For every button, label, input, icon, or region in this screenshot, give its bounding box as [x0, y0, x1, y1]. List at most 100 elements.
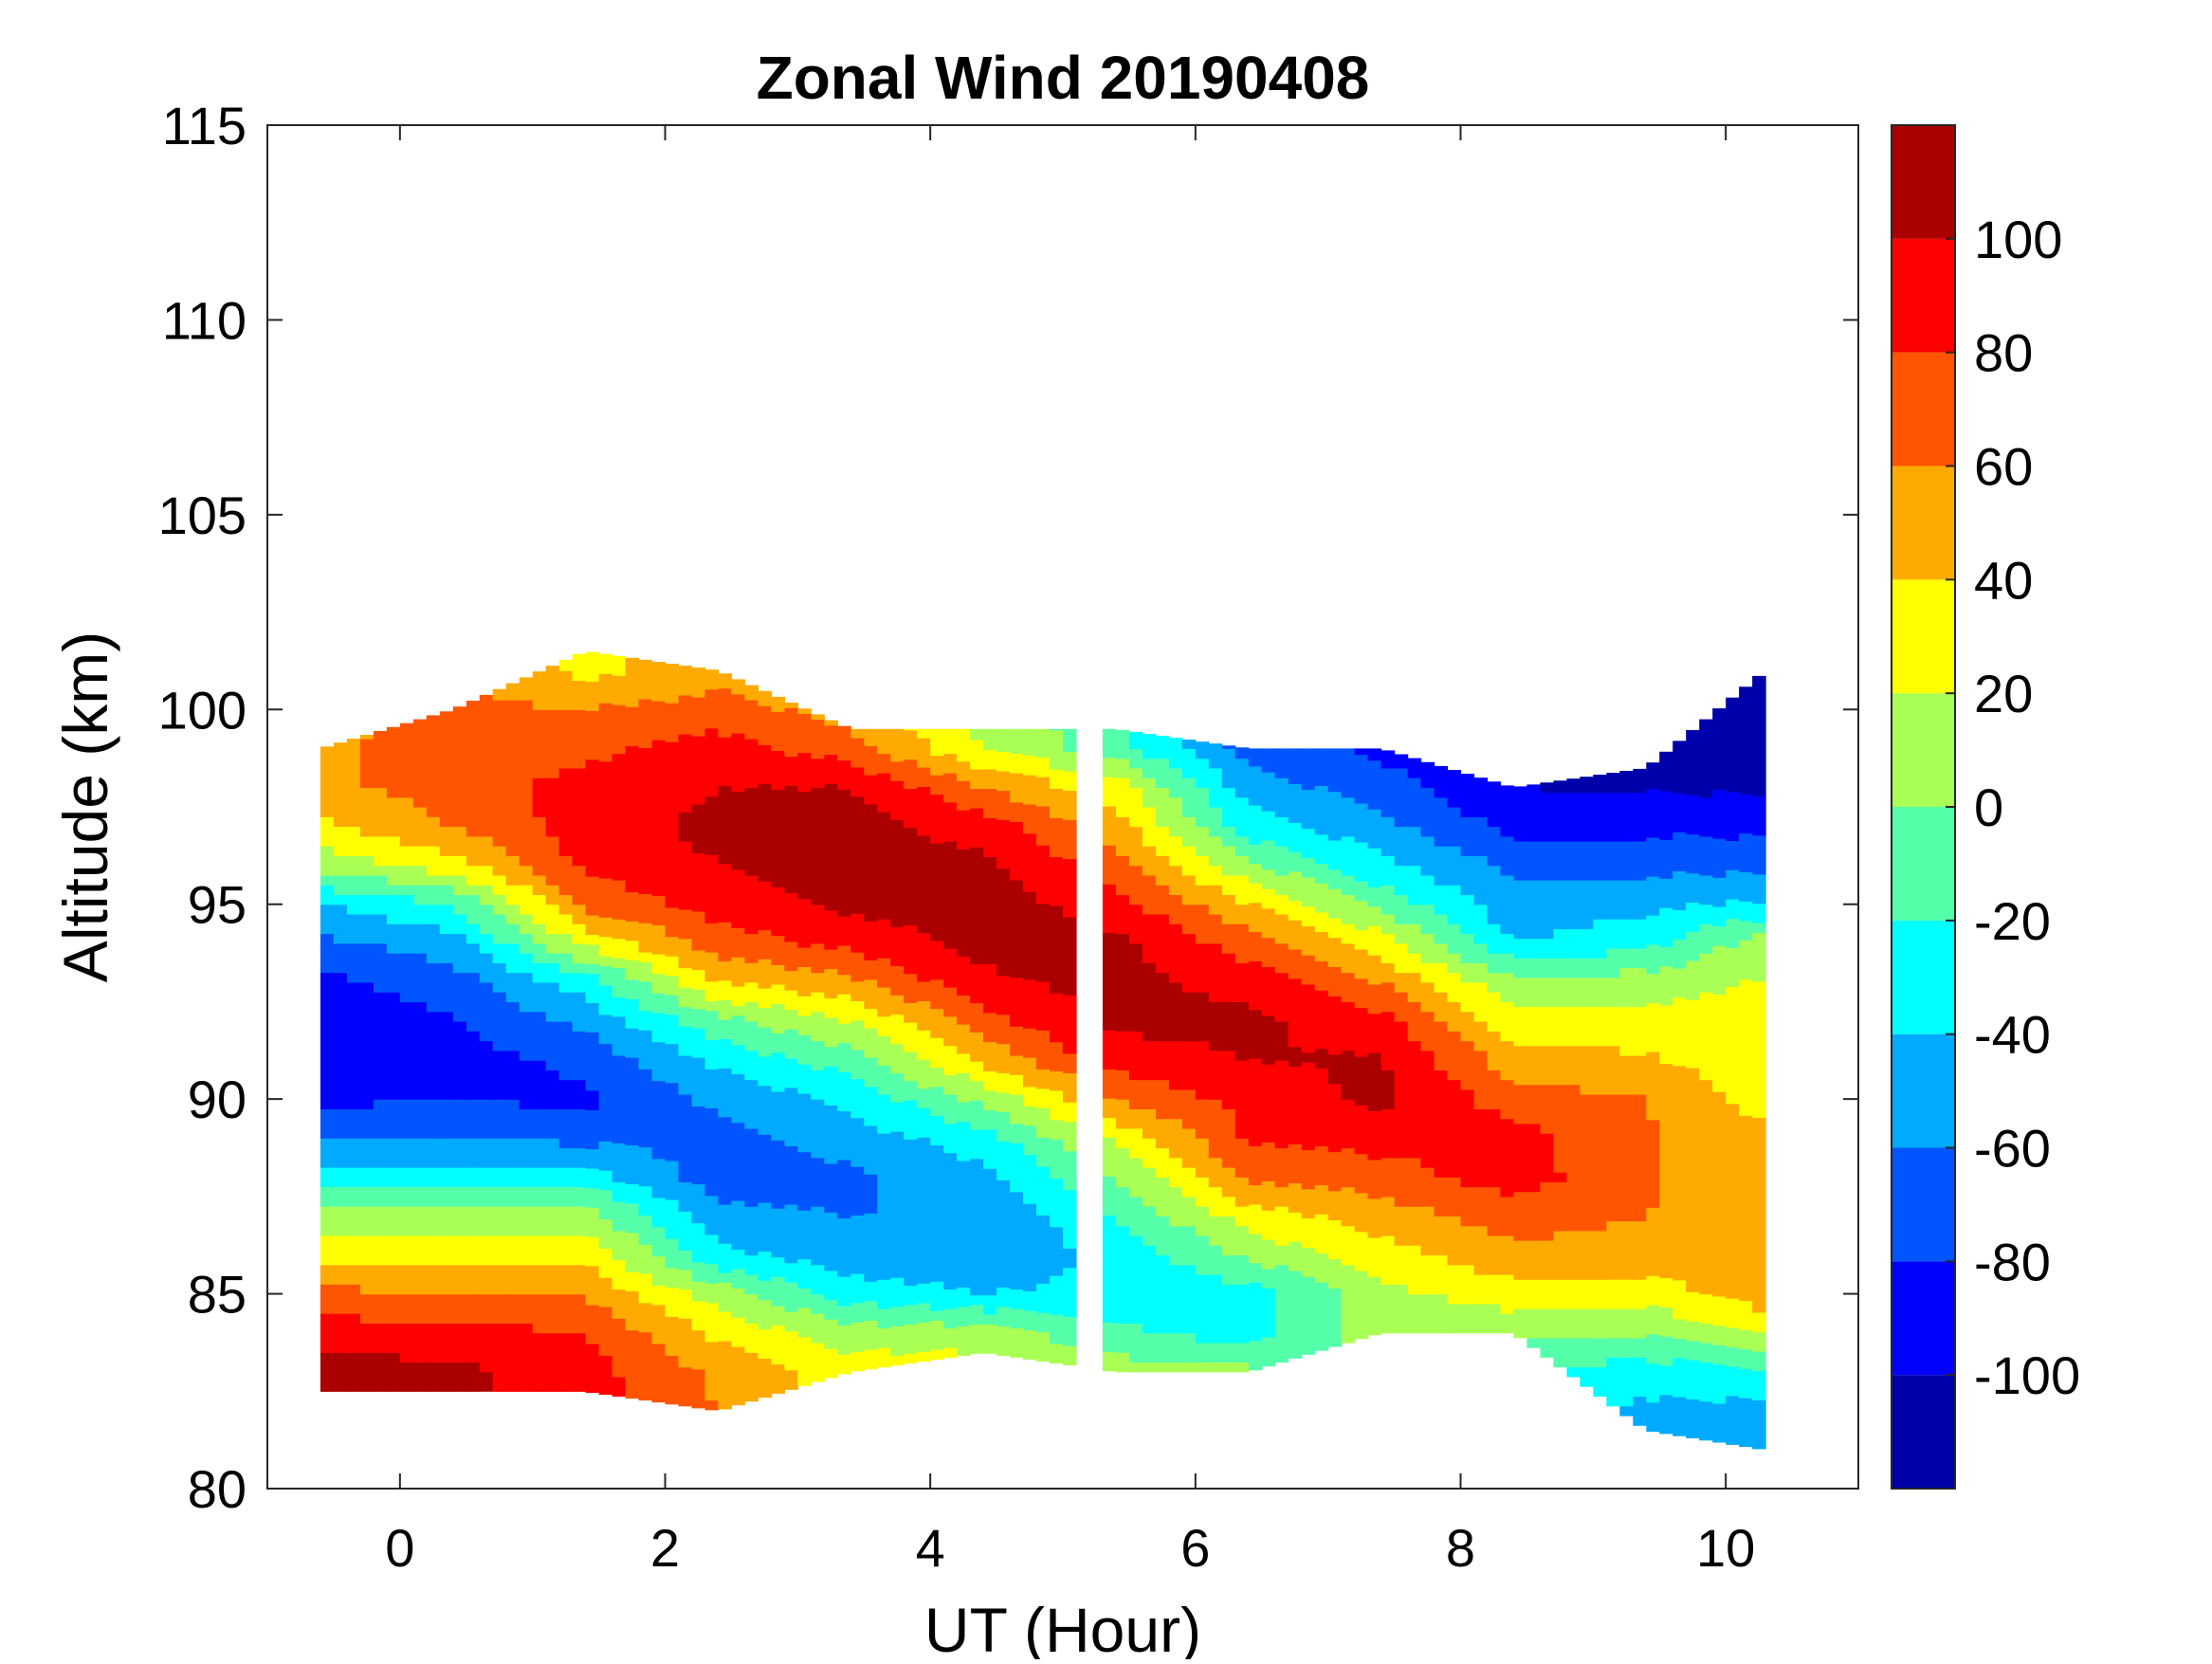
contour-cell — [1221, 894, 1236, 924]
contour-cell — [572, 1293, 587, 1334]
contour-cell — [811, 1342, 825, 1382]
contour-cell — [1274, 1021, 1289, 1061]
contour-cell — [824, 1270, 838, 1301]
contour-cell — [718, 960, 732, 981]
contour-cell — [1181, 992, 1197, 1042]
contour-cell — [545, 666, 560, 710]
contour-cell — [1394, 992, 1409, 1022]
contour-cell — [625, 1144, 640, 1185]
contour-cell — [1142, 1138, 1157, 1168]
contour-cell — [1155, 758, 1170, 788]
contour-cell — [1394, 865, 1409, 895]
contour-cell — [1367, 955, 1382, 985]
contour-cell — [505, 1001, 521, 1051]
contour-cell — [545, 933, 560, 954]
contour-cell — [665, 703, 680, 742]
contour-cell — [850, 1019, 865, 1051]
contour-cell — [1301, 748, 1316, 791]
contour-cell — [532, 1108, 547, 1139]
contour-cell — [1314, 883, 1329, 913]
contour-cell — [1128, 1196, 1143, 1236]
contour-cell — [665, 995, 680, 1015]
contour-cell — [1168, 981, 1183, 1042]
contour-cell — [1128, 904, 1143, 944]
contour-cell — [1553, 1279, 1567, 1309]
contour-cell — [1513, 840, 1527, 881]
contour-cell — [625, 1232, 640, 1272]
contour-cell — [1752, 1370, 1766, 1400]
contour-cell — [1248, 1058, 1263, 1146]
contour-cell — [1155, 855, 1170, 886]
contour-cell — [1010, 801, 1024, 822]
contour-cell — [665, 1287, 680, 1317]
contour-cell — [718, 979, 732, 1000]
contour-cell — [744, 1323, 759, 1353]
contour-cell — [996, 1306, 1011, 1326]
contour-cell — [784, 756, 798, 786]
contour-cell — [1487, 1274, 1502, 1305]
contour-cell — [1633, 1220, 1647, 1280]
contour-cell — [1394, 923, 1409, 944]
contour-cell — [545, 885, 560, 905]
colorbar-tick-label: 100 — [1974, 210, 2062, 269]
contour-cell — [758, 744, 772, 784]
contour-cell — [1168, 1118, 1183, 1159]
contour-cell — [1354, 978, 1369, 1009]
contour-cell — [1407, 1040, 1422, 1159]
contour-cell — [1606, 1279, 1620, 1309]
contour-cell — [1633, 1006, 1647, 1056]
contour-cell — [439, 855, 454, 876]
contour-cell — [558, 1021, 574, 1081]
contour-cell — [917, 1107, 931, 1138]
contour-cell — [704, 1010, 720, 1041]
contour-cell — [784, 970, 798, 991]
contour-cell — [598, 1248, 613, 1278]
contour-cell — [399, 1323, 414, 1363]
contour-cell — [333, 942, 348, 974]
contour-cell — [731, 957, 745, 987]
contour-cell — [492, 1050, 507, 1100]
contour-cell — [651, 973, 667, 994]
contour-cell — [1354, 1192, 1369, 1233]
contour-cell — [850, 952, 865, 982]
contour-cell — [1553, 1172, 1567, 1183]
contour-cell — [1115, 1323, 1130, 1353]
contour-cell — [1341, 1147, 1356, 1188]
contour-cell — [1050, 728, 1064, 731]
contour-cell — [439, 711, 454, 828]
contour-cell — [386, 1167, 401, 1188]
contour-cell — [1010, 1327, 1024, 1358]
contour-cell — [784, 892, 798, 942]
contour-cell — [1434, 796, 1449, 847]
contour-cell — [1063, 728, 1077, 752]
contour-cell — [1659, 1004, 1673, 1065]
contour-cell — [333, 1108, 348, 1139]
colorbar-band — [1892, 352, 1955, 466]
contour-cell — [333, 1186, 348, 1207]
contour-cell — [399, 1001, 414, 1100]
contour-cell — [1686, 931, 1700, 961]
contour-cell — [373, 730, 388, 789]
contour-cell — [638, 923, 653, 953]
contour-cell — [651, 662, 667, 702]
contour-cell — [1460, 855, 1475, 896]
contour-cell — [638, 1146, 653, 1187]
contour-cell — [399, 722, 414, 798]
contour-cell — [1739, 1300, 1753, 1330]
contour-cell — [1434, 962, 1449, 993]
contour-cell — [1142, 807, 1157, 847]
contour-cell — [1633, 840, 1647, 881]
contour-cell — [665, 1316, 680, 1356]
contour-cell — [877, 1094, 891, 1134]
contour-cell — [452, 1362, 467, 1392]
contour-cell — [784, 1029, 798, 1059]
contour-cell — [1380, 1196, 1396, 1236]
contour-cell — [943, 728, 958, 755]
contour-cell — [1394, 767, 1409, 828]
contour-cell — [704, 1399, 720, 1411]
contour-cell — [1274, 894, 1289, 915]
contour-cell — [625, 1329, 640, 1399]
contour-cell — [572, 1147, 587, 1168]
y-tick-label: 90 — [188, 1070, 247, 1129]
contour-cell — [612, 997, 627, 1017]
